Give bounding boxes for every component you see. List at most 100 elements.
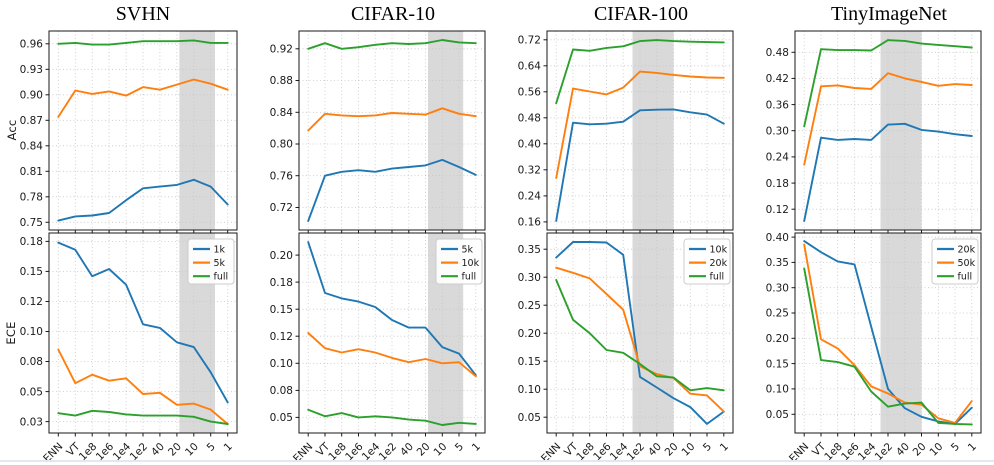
series-line-full bbox=[57, 409, 229, 425]
svg-text:0.20: 0.20 bbox=[518, 328, 541, 340]
svg-text:0.18: 0.18 bbox=[766, 178, 789, 190]
svg-text:0.12: 0.12 bbox=[270, 331, 293, 343]
highlight-band bbox=[179, 31, 215, 230]
legend-box bbox=[435, 238, 483, 285]
series-line-5k bbox=[57, 348, 229, 425]
svg-text:0.40: 0.40 bbox=[518, 139, 541, 151]
subplot-cifar10-ece: 0.050.080.100.120.150.180.20ENNVT1e81e61… bbox=[270, 232, 486, 465]
legend: 5k 10k full bbox=[435, 238, 483, 285]
highlight-band bbox=[428, 31, 464, 230]
svg-text:0.72: 0.72 bbox=[518, 35, 541, 47]
series-line-5k bbox=[307, 158, 477, 222]
subplot-cifar10-acc: 0.72 0.76 0.80 0.84 0.88 0.92 bbox=[270, 30, 486, 234]
svg-text:0.32: 0.32 bbox=[518, 165, 541, 177]
svg-text:0.16: 0.16 bbox=[518, 217, 542, 229]
svg-text:0.72: 0.72 bbox=[270, 202, 293, 214]
subplot-cifar100-ece: 0.050.100.150.200.250.300.35ENNVT1e81e61… bbox=[518, 232, 734, 465]
svg-text:0.96: 0.96 bbox=[20, 39, 44, 51]
chart-title-svhn: SVHN bbox=[115, 3, 171, 25]
legend-label: full bbox=[958, 272, 973, 283]
svg-text:0.10: 0.10 bbox=[518, 384, 541, 396]
svg-text:0.15: 0.15 bbox=[766, 358, 789, 370]
legend-label: 10k bbox=[462, 258, 480, 269]
legend-label: 5k bbox=[462, 244, 474, 255]
chart-title-tinyimagenet: TinyImageNet bbox=[831, 3, 947, 25]
legend-box bbox=[187, 238, 235, 285]
chart-title-cifar10: CIFAR-10 bbox=[350, 3, 436, 25]
subplot-svhn-acc: 0.75 0.78 0.81 0.84 0.87 0.90 0.93 0.96 bbox=[20, 30, 238, 234]
svg-text:20: 20 bbox=[166, 441, 184, 459]
series-line-full bbox=[803, 39, 973, 128]
svg-text:40: 40 bbox=[398, 441, 416, 459]
legend-label: 10k bbox=[710, 244, 728, 255]
legend: 10k 20k full bbox=[683, 238, 731, 285]
svg-text:10: 10 bbox=[183, 441, 201, 459]
svg-text:0.10: 0.10 bbox=[270, 358, 293, 370]
svg-text:0.36: 0.36 bbox=[766, 99, 790, 111]
legend: 20k 50k full bbox=[931, 238, 979, 285]
legend-box bbox=[931, 238, 979, 285]
svg-text:20: 20 bbox=[663, 441, 681, 459]
svg-text:0.88: 0.88 bbox=[270, 75, 293, 87]
svg-text:0.15: 0.15 bbox=[518, 356, 541, 368]
svg-text:40: 40 bbox=[646, 441, 664, 459]
svg-text:0.75: 0.75 bbox=[20, 217, 43, 229]
series-line-50k bbox=[803, 243, 973, 424]
svg-text:20: 20 bbox=[911, 441, 929, 459]
y-axis-label-ece: ECE bbox=[4, 321, 18, 345]
series-line-20k bbox=[803, 122, 973, 222]
series-line-10k bbox=[307, 332, 477, 378]
subplot-tinyimagenet-acc: 0.12 0.18 0.24 0.30 0.36 0.42 0.48 bbox=[766, 30, 982, 234]
svg-text:0.10: 0.10 bbox=[766, 384, 789, 396]
subplot-cifar100-acc: 0.16 0.24 0.32 0.40 0.48 0.56 0.64 0.72 bbox=[518, 30, 734, 234]
y-tick-labels: 0.72 0.76 0.80 0.84 0.88 0.92 bbox=[270, 44, 294, 215]
svg-text:10: 10 bbox=[927, 441, 945, 459]
y-tick-labels: 0.03 0.05 0.08 0.10 0.12 0.15 0.18 bbox=[20, 236, 43, 428]
svg-text:0.05: 0.05 bbox=[270, 412, 293, 424]
svg-text:0.12: 0.12 bbox=[20, 296, 43, 308]
series-line-full bbox=[57, 39, 229, 46]
svg-text:5: 5 bbox=[949, 441, 962, 454]
svg-text:5: 5 bbox=[453, 441, 466, 454]
svg-text:0.24: 0.24 bbox=[766, 152, 790, 164]
svg-text:0.18: 0.18 bbox=[20, 236, 43, 248]
legend-label: full bbox=[462, 272, 477, 283]
tick-marks bbox=[791, 236, 973, 437]
svg-text:0.05: 0.05 bbox=[20, 386, 43, 398]
svg-text:5: 5 bbox=[205, 441, 218, 454]
svg-text:0.92: 0.92 bbox=[270, 44, 293, 56]
series-line-20k bbox=[555, 266, 725, 413]
svg-text:0.30: 0.30 bbox=[766, 282, 789, 294]
svg-text:40: 40 bbox=[149, 441, 167, 459]
tick-marks bbox=[295, 254, 477, 437]
svg-text:10: 10 bbox=[679, 441, 697, 459]
legend-label: 20k bbox=[958, 244, 976, 255]
svg-text:0.81: 0.81 bbox=[20, 166, 43, 178]
svg-text:0.05: 0.05 bbox=[518, 412, 541, 424]
highlight-band bbox=[632, 31, 674, 230]
bottom-edge-strip bbox=[0, 460, 994, 462]
y-axis-label-acc: Acc bbox=[5, 119, 19, 141]
svg-text:0.05: 0.05 bbox=[766, 409, 789, 421]
svg-text:0.03: 0.03 bbox=[20, 416, 43, 428]
svg-text:1: 1 bbox=[470, 441, 483, 454]
svg-text:0.24: 0.24 bbox=[518, 191, 542, 203]
series-line-full bbox=[555, 39, 725, 105]
y-tick-labels: 0.05 0.10 0.15 0.20 0.25 0.30 0.35 bbox=[518, 244, 541, 424]
svg-text:0.18: 0.18 bbox=[270, 277, 293, 289]
series-line-10k bbox=[307, 107, 477, 132]
legend-box bbox=[683, 238, 731, 285]
legend-label: 50k bbox=[958, 258, 976, 269]
svg-text:0.76: 0.76 bbox=[270, 170, 294, 182]
svg-text:0.40: 0.40 bbox=[766, 232, 789, 244]
svg-text:0.35: 0.35 bbox=[518, 244, 541, 256]
svg-text:0.64: 0.64 bbox=[518, 61, 542, 73]
gridlines bbox=[547, 31, 733, 230]
series-line-full bbox=[307, 39, 477, 50]
series-line-5k bbox=[57, 78, 229, 118]
svg-text:0.48: 0.48 bbox=[518, 113, 541, 125]
svg-text:0.35: 0.35 bbox=[766, 257, 789, 269]
svg-text:10: 10 bbox=[431, 441, 449, 459]
